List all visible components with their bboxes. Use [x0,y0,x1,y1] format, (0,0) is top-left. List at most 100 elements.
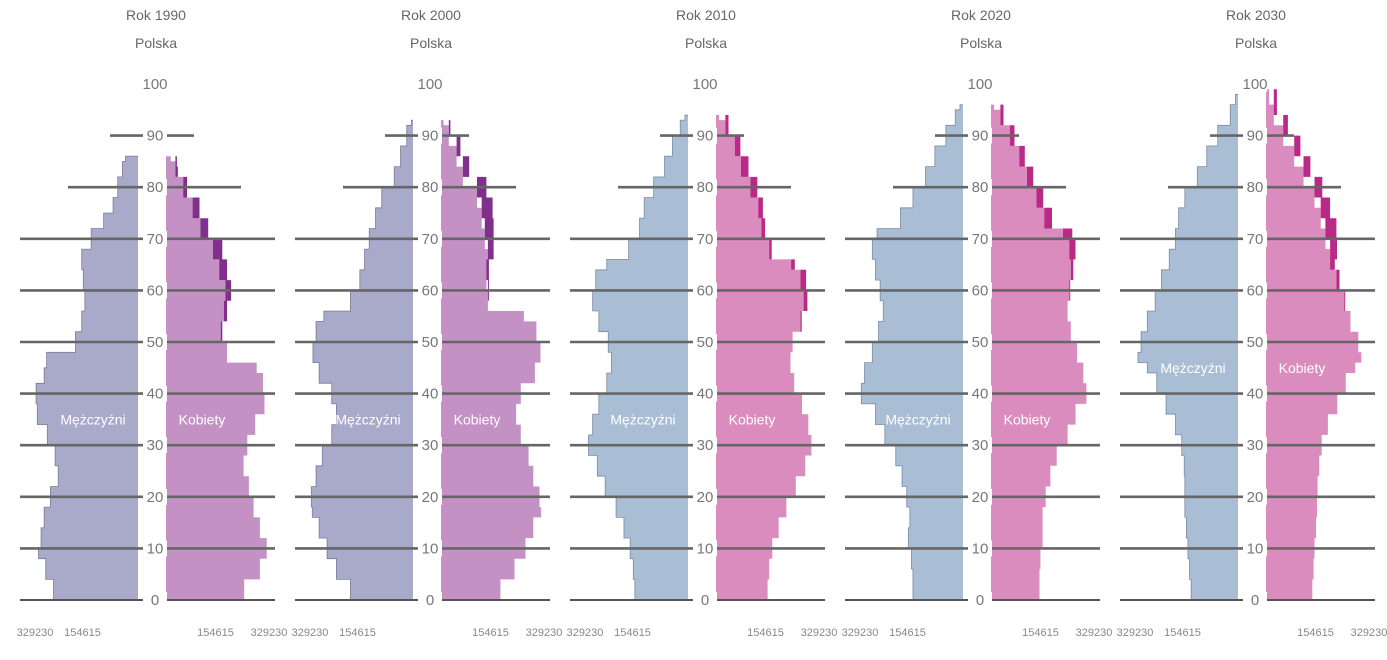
age-label-bg [693,282,717,299]
age-tick-label: 60 [972,282,989,299]
age-label-bg [693,76,717,92]
panel-title-year: Rok 2030 [1226,7,1286,23]
age-tick-label: 20 [697,489,714,506]
age-tick-label: 80 [972,179,989,196]
age-label-bg [418,127,442,144]
age-label-bg [693,334,717,350]
age-tick-label: 60 [1247,282,1264,299]
x-tick-female-max: 329230 [251,627,288,639]
age-tick-label: 20 [1247,489,1264,506]
age-label-bg [143,592,167,608]
x-tick-male-max: 329230 [1117,627,1154,639]
male-edge-line [588,114,688,600]
age-label-bg [1243,540,1267,557]
female-surplus-band [1266,89,1351,332]
female-series-label: Kobiety [729,411,776,427]
age-tick-label: 10 [972,540,989,557]
age-tick-label: 100 [692,76,717,93]
age-label-bg [143,334,167,350]
age-tick-label: 10 [1247,540,1264,557]
male-population-area [311,120,413,600]
age-label-bg [968,127,992,144]
pyramid-panel-4: Rok 2020 Polska 0 10 20 30 40 50 60 70 80 90 100 3292… [842,7,1113,639]
x-tick-female-max: 329230 [801,627,838,639]
male-series-label: Mężczyźni [60,411,125,427]
age-tick-label: 90 [147,128,164,145]
pyramid-panel-5: Rok 2030 Polska 0 10 20 30 40 50 60 70 80 90 100 3292… [1117,7,1387,639]
age-label-bg [968,385,992,402]
age-label-bg [693,437,717,454]
age-label-bg [143,488,167,505]
age-tick-label: 50 [972,334,989,351]
age-tick-label: 10 [422,540,439,557]
age-label-bg [968,179,992,196]
age-label-bg [693,230,717,247]
x-tick-female-max: 329230 [1351,627,1387,639]
panel-title-region: Polska [1235,35,1277,51]
x-tick-male-mid: 154615 [64,627,101,639]
age-label-bg [1243,282,1267,299]
female-series-label: Kobiety [454,411,501,427]
age-tick-label: 100 [967,76,992,93]
age-tick-label: 40 [697,386,714,403]
age-label-bg [1243,437,1267,454]
x-tick-female-mid: 154615 [197,627,234,639]
age-label-bg [143,385,167,402]
age-label-bg [418,334,442,350]
age-tick-label: 80 [697,179,714,196]
male-series-label: Mężczyźni [610,411,675,427]
age-tick-label: 100 [417,76,442,93]
x-tick-male-max: 329230 [842,627,879,639]
x-tick-male-max: 329230 [567,627,604,639]
age-tick-label: 30 [147,437,164,454]
age-tick-label: 100 [142,76,167,93]
panel-title-year: Rok 1990 [126,7,186,23]
age-label-bg [1243,334,1267,350]
x-tick-female-mid: 154615 [1022,627,1059,639]
age-label-bg [968,230,992,247]
pyramid-panel-3: Rok 2010 Polska 0 10 20 30 40 50 60 70 80 90 100 3292… [567,7,838,639]
age-tick-label: 90 [972,128,989,145]
panel-title-region: Polska [685,35,727,51]
age-tick-label: 90 [1247,128,1264,145]
female-series-label: Kobiety [1004,411,1051,427]
x-tick-male-mid: 154615 [614,627,651,639]
age-label-bg [968,334,992,350]
age-tick-label: 0 [151,592,159,609]
pyramid-panel-2: Rok 2000 Polska 0 10 20 30 40 50 60 70 80 90 100 3292… [292,7,563,639]
x-tick-female-mid: 154615 [1297,627,1334,639]
age-label-bg [143,127,167,144]
age-label-bg [1243,385,1267,402]
female-series-label: Kobiety [1279,360,1326,376]
x-tick-male-mid: 154615 [889,627,926,639]
female-population-area [716,115,812,600]
age-label-bg [143,76,167,92]
pyramid-panel-1: Rok 1990 Polska 0 10 20 30 40 50 60 70 80 90 100 3292… [17,7,288,639]
male-population-area [588,115,688,600]
age-tick-label: 30 [422,437,439,454]
age-tick-label: 40 [1247,386,1264,403]
x-tick-female-max: 329230 [1076,627,1113,639]
age-label-bg [418,540,442,557]
age-label-bg [143,540,167,557]
female-surplus-band [441,120,494,311]
age-tick-label: 80 [1247,179,1264,196]
age-tick-label: 40 [422,386,439,403]
male-edge-line [35,155,138,600]
male-population-area [861,104,963,600]
age-label-bg [968,76,992,92]
panel-title-year: Rok 2010 [676,7,736,23]
age-tick-label: 0 [976,592,984,609]
age-label-bg [693,127,717,144]
age-tick-label: 0 [701,592,709,609]
age-tick-label: 70 [147,231,164,248]
age-tick-label: 70 [972,231,989,248]
x-tick-female-mid: 154615 [472,627,509,639]
age-tick-label: 50 [422,334,439,351]
age-tick-label: 10 [697,540,714,557]
age-label-bg [418,230,442,247]
age-label-bg [418,592,442,608]
age-tick-label: 20 [972,489,989,506]
age-label-bg [143,179,167,196]
